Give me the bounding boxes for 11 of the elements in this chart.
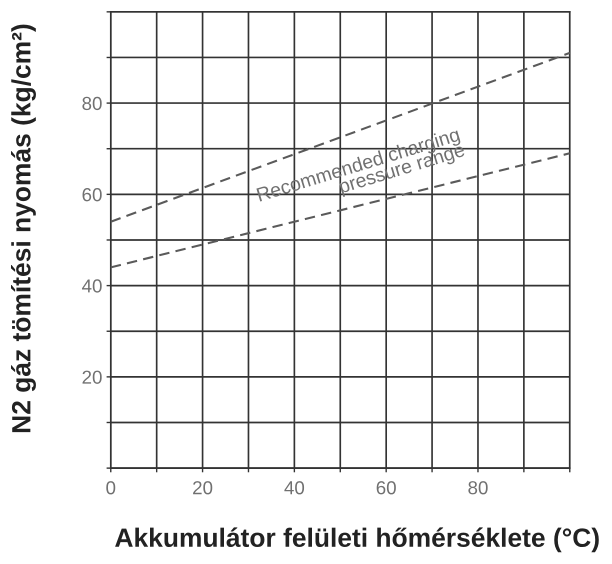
y-tick-label: 80 <box>82 96 102 110</box>
x-axis-title: Akkumulátor felületi hőmérséklete (°C) <box>115 527 599 552</box>
y-tick-label: 20 <box>82 370 102 384</box>
y-axis-title: N2 gáz tömítési nyomás (kg/cm²) <box>11 24 36 432</box>
x-tick-label: 20 <box>193 481 212 494</box>
y-tick-label: 40 <box>82 279 102 293</box>
x-tick-label: 0 <box>106 481 116 494</box>
x-tick-label: 40 <box>284 481 304 494</box>
y-tick-label: 60 <box>82 188 102 202</box>
x-tick-label: 60 <box>376 481 396 494</box>
x-tick-label: 80 <box>468 481 488 494</box>
